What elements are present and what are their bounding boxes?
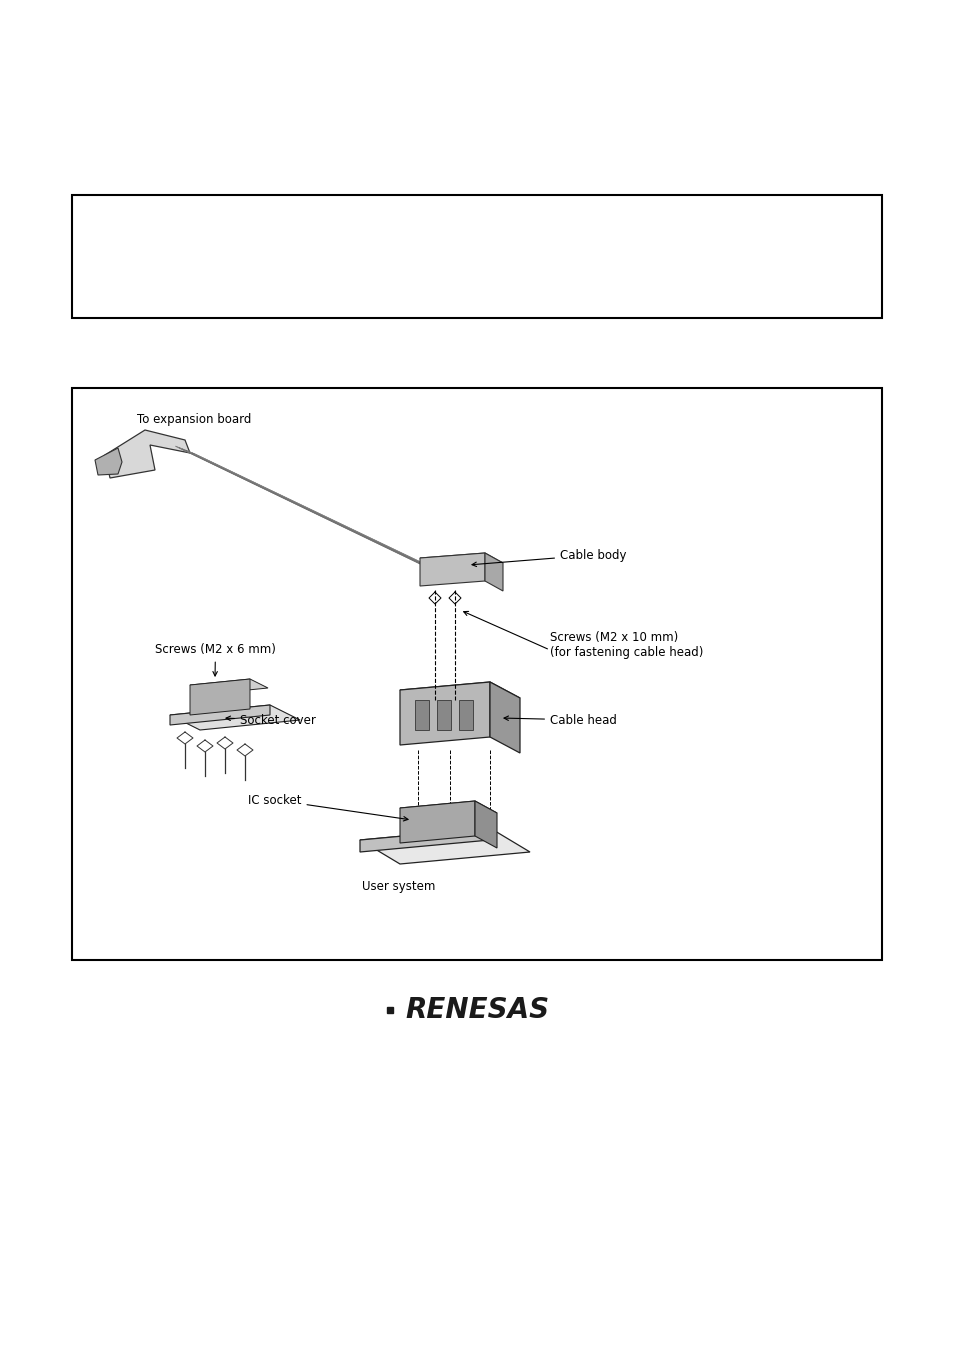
Polygon shape: [484, 553, 502, 590]
Polygon shape: [105, 430, 190, 478]
Text: Cable head: Cable head: [503, 713, 617, 727]
Polygon shape: [419, 553, 484, 586]
Polygon shape: [399, 682, 519, 707]
Polygon shape: [359, 828, 490, 852]
Text: Screws (M2 x 10 mm)
(for fastening cable head): Screws (M2 x 10 mm) (for fastening cable…: [550, 631, 702, 659]
Bar: [436, 700, 451, 730]
Text: User system: User system: [361, 880, 435, 893]
Polygon shape: [190, 680, 250, 715]
Text: Screws (M2 x 6 mm): Screws (M2 x 6 mm): [154, 643, 275, 676]
Text: RENESAS: RENESAS: [404, 996, 549, 1024]
Polygon shape: [190, 680, 268, 694]
Polygon shape: [359, 828, 530, 865]
Text: IC socket: IC socket: [248, 793, 408, 821]
Polygon shape: [419, 553, 502, 567]
Polygon shape: [170, 705, 270, 725]
Polygon shape: [475, 801, 497, 848]
Polygon shape: [95, 449, 122, 476]
Bar: [71, 195, 882, 317]
Polygon shape: [170, 705, 299, 730]
Text: To expansion board: To expansion board: [137, 413, 251, 426]
Bar: [415, 700, 429, 730]
Bar: [71, 388, 882, 961]
Text: Socket cover: Socket cover: [226, 713, 315, 727]
Polygon shape: [490, 682, 519, 753]
Bar: [458, 700, 473, 730]
Text: Cable body: Cable body: [472, 549, 626, 566]
Polygon shape: [399, 801, 475, 843]
Polygon shape: [399, 801, 497, 820]
Polygon shape: [399, 682, 490, 744]
